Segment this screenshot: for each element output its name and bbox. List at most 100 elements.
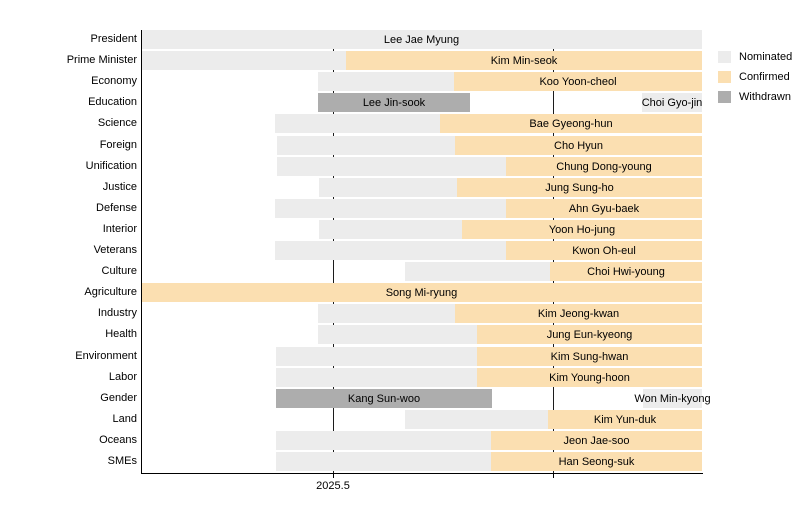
bar-nominated (275, 199, 506, 218)
bar-person-label: Bae Gyeong-hun (529, 117, 613, 130)
row-label: Gender (100, 392, 137, 404)
row-label: Prime Minister (66, 54, 137, 66)
bar-person-label: Kang Sun-woo (347, 392, 421, 405)
bar-person-label: Choi Gyo-jin (641, 96, 703, 109)
bar-person-label: Kim Yun-duk (593, 413, 657, 426)
bar-nominated (275, 114, 440, 133)
bar-confirmed: Kim Young-hoon (477, 368, 702, 387)
bar-person-label: Jung Eun-kyeong (546, 328, 633, 341)
bar-nominated (276, 368, 477, 387)
row-label: Environment (75, 350, 137, 362)
bar-person-label: Kim Sung-hwan (550, 350, 629, 363)
bar-confirmed: Cho Hyun (455, 136, 702, 155)
bar-confirmed: Kim Jeong-kwan (455, 304, 702, 323)
bar-nominated (277, 157, 506, 176)
bar-confirmed: Song Mi-ryung (141, 283, 702, 302)
bar-confirmed: Koo Yoon-cheol (454, 72, 702, 91)
bar-nominated (275, 241, 506, 260)
bar-person-label: Han Seong-suk (558, 455, 635, 468)
bar-confirmed: Kim Sung-hwan (477, 347, 702, 366)
bar-confirmed: Jung Sung-ho (457, 178, 702, 197)
bar-nominated: Choi Gyo-jin (642, 93, 702, 112)
bar-person-label: Koo Yoon-cheol (539, 75, 617, 88)
row-label: Oceans (99, 434, 137, 446)
row-label: Health (105, 328, 137, 340)
x-axis-tick (333, 474, 334, 478)
bar-nominated (276, 452, 491, 471)
bar-person-label: Lee Jin-sook (362, 96, 426, 109)
legend-label: Confirmed (739, 71, 790, 83)
bar-nominated (276, 431, 491, 450)
legend: Nominated Confirmed Withdrawn (718, 51, 792, 111)
bar-confirmed: Jeon Jae-soo (491, 431, 702, 450)
x-axis-tick (553, 474, 554, 478)
bar-person-label: Song Mi-ryung (385, 286, 458, 299)
x-axis-line (141, 473, 703, 474)
row-label: SMEs (107, 455, 137, 467)
bar-nominated: Won Min-kyong (634, 389, 711, 408)
row-label: Foreign (99, 139, 137, 151)
bar-person-label: Cho Hyun (554, 139, 603, 152)
bar-nominated (405, 262, 550, 281)
bar-nominated (318, 325, 477, 344)
row-label: Culture (101, 265, 137, 277)
bar-person-label: Kwon Oh-eul (572, 244, 636, 257)
bar-person-label: Won Min-kyong (634, 392, 711, 405)
row-label: Science (97, 117, 137, 129)
legend-item-withdrawn: Withdrawn (718, 91, 792, 103)
y-axis-line (141, 30, 142, 473)
bar-person-label: Jeon Jae-soo (563, 434, 630, 447)
bar-confirmed: Ahn Gyu-baek (506, 199, 702, 218)
row-label: Interior (102, 223, 137, 235)
x-axis-tick-label: 2025.5 (316, 480, 350, 492)
bar-confirmed: Jung Eun-kyeong (477, 325, 702, 344)
legend-label: Withdrawn (739, 91, 791, 103)
bar-confirmed: Kwon Oh-eul (506, 241, 702, 260)
legend-item-confirmed: Confirmed (718, 71, 792, 83)
bar-withdrawn: Kang Sun-woo (276, 389, 492, 408)
bar-confirmed: Bae Gyeong-hun (440, 114, 702, 133)
bar-nominated (141, 51, 346, 70)
bar-nominated (319, 220, 462, 239)
row-label: Veterans (93, 244, 137, 256)
bar-person-label: Choi Hwi-young (587, 265, 665, 278)
bar-nominated (405, 410, 548, 429)
row-label: Agriculture (84, 286, 137, 298)
row-label: Justice (102, 181, 137, 193)
bar-withdrawn: Lee Jin-sook (318, 93, 470, 112)
row-label: Economy (91, 75, 137, 87)
legend-swatch-nominated (718, 51, 731, 63)
bar-nominated (318, 72, 454, 91)
bar-nominated (318, 304, 455, 323)
bar-nominated (277, 136, 455, 155)
bar-person-label: Chung Dong-young (556, 160, 652, 173)
bar-person-label: Ahn Gyu-baek (568, 202, 640, 215)
bar-person-label: Yoon Ho-jung (548, 223, 616, 236)
row-label: Land (112, 413, 137, 425)
row-label: Labor (108, 371, 137, 383)
row-label: Defense (96, 202, 137, 214)
bar-nominated (319, 178, 457, 197)
bar-confirmed: Han Seong-suk (491, 452, 702, 471)
bar-person-label: Kim Jeong-kwan (537, 307, 620, 320)
row-label: Industry (97, 307, 137, 319)
row-label: Education (88, 96, 137, 108)
bar-nominated: Lee Jae Myung (141, 30, 702, 49)
bar-person-label: Kim Young-hoon (549, 371, 630, 384)
bar-confirmed: Choi Hwi-young (550, 262, 702, 281)
bar-person-label: Lee Jae Myung (383, 33, 460, 46)
legend-label: Nominated (739, 51, 793, 63)
legend-item-nominated: Nominated (718, 51, 792, 63)
bar-person-label: Kim Min-seok (490, 54, 558, 67)
legend-swatch-confirmed (718, 71, 731, 83)
bar-confirmed: Chung Dong-young (506, 157, 702, 176)
bar-confirmed: Yoon Ho-jung (462, 220, 702, 239)
bar-confirmed: Kim Yun-duk (548, 410, 702, 429)
bar-person-label: Jung Sung-ho (545, 181, 614, 194)
legend-swatch-withdrawn (718, 91, 731, 103)
bar-nominated (276, 347, 477, 366)
bar-confirmed: Kim Min-seok (346, 51, 702, 70)
row-label: Unification (85, 160, 137, 172)
row-label: President (90, 33, 137, 45)
